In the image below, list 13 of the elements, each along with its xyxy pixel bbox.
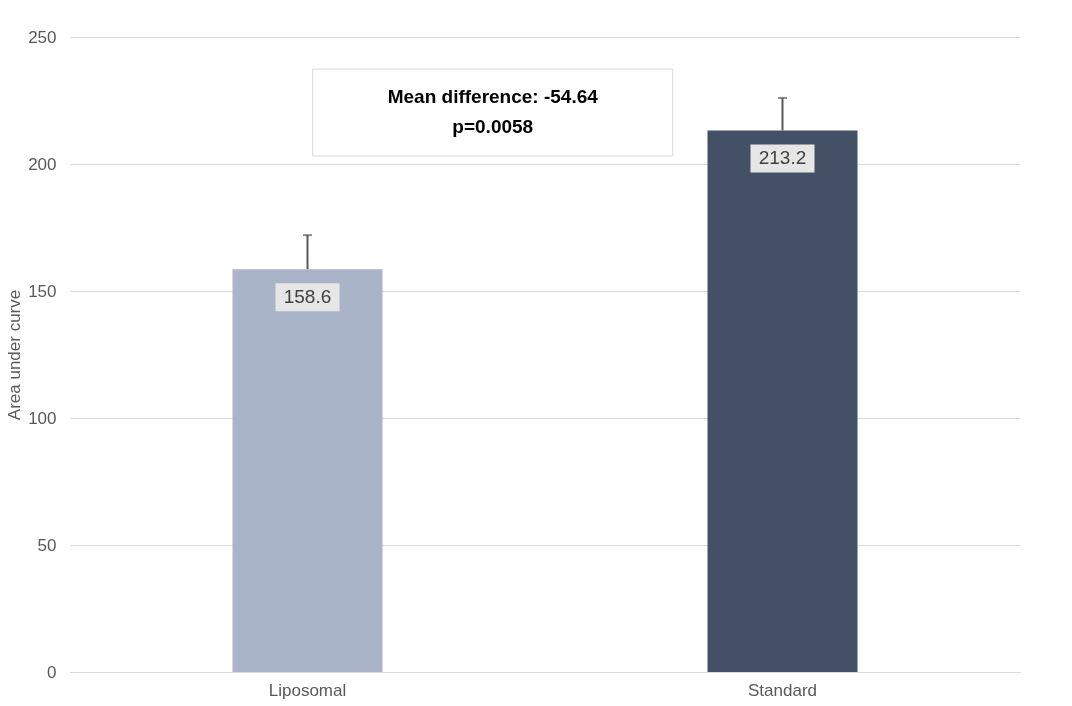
y-tick-label: 50 xyxy=(37,535,57,555)
annotation: p=0.0058 xyxy=(452,116,534,137)
y-tick-label: 100 xyxy=(28,408,57,428)
x-tick-label: Liposomal xyxy=(268,680,347,700)
data-label: 158.6 xyxy=(283,286,332,308)
y-tick-label: 200 xyxy=(28,154,57,174)
y-tick-label: 250 xyxy=(28,27,57,47)
data-label: 213.2 xyxy=(758,147,807,169)
y-tick-label: 0 xyxy=(47,662,57,682)
annotation: Mean difference: -54.64 xyxy=(387,86,599,107)
y-tick-label: 150 xyxy=(28,281,57,301)
y-axis-title: Area under curve xyxy=(5,289,25,421)
x-tick-label: Standard xyxy=(748,680,817,700)
